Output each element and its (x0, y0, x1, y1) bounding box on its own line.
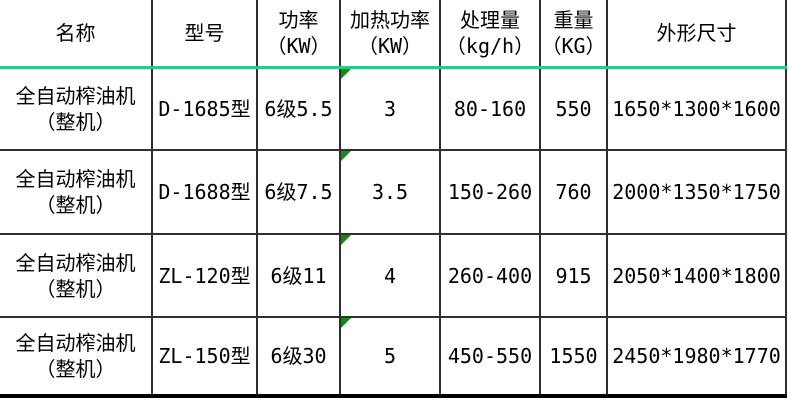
cell-model-text: D-1685型 (158, 97, 251, 121)
cell-heating-power-text: 4 (383, 263, 397, 288)
cell-error-indicator-triangle-icon (341, 235, 351, 245)
cell-name: 全自动榨油机 （整机） (0, 318, 153, 394)
cell-capacity-text: 80-160 (453, 97, 527, 121)
cell-weight: 1550 (541, 318, 608, 394)
column-header-name-label: 名称 (55, 21, 96, 45)
cell-weight: 915 (541, 235, 608, 316)
cell-capacity: 450-550 (441, 318, 541, 394)
cell-capacity-text: 450-550 (447, 344, 533, 368)
cell-dimensions: 2450*1980*1770 (608, 318, 787, 394)
table-row: 全自动榨油机 （整机） D-1688型 6级7.5 3.5 150-260 76… (0, 151, 787, 235)
table-header-row: 名称 型号 功率 （KW） 加热功率 （KW） 处理量 （kg/h） 重量 （K… (0, 0, 787, 69)
cell-dimensions-text: 2000*1350*1750 (612, 180, 781, 204)
cell-power-text: 6级30 (270, 344, 327, 368)
cell-heating-power: 4 (341, 235, 441, 316)
column-header-capacity-label: 处理量 （kg/h） (445, 8, 535, 58)
cell-model: D-1688型 (153, 151, 258, 233)
cell-model-text: ZL-120型 (158, 263, 251, 288)
column-header-dimensions-label: 外形尺寸 (656, 21, 737, 45)
cell-model: ZL-120型 (153, 235, 258, 316)
cell-name-text: 全自动榨油机 （整机） (15, 167, 136, 217)
cell-weight-text: 760 (555, 180, 592, 204)
cell-error-indicator-triangle-icon (341, 151, 351, 161)
cell-heating-power: 3.5 (341, 151, 441, 233)
column-header-power-label: 功率 （KW） (266, 8, 331, 58)
cell-dimensions: 2000*1350*1750 (608, 151, 787, 233)
column-header-weight-label: 重量 （KG） (541, 8, 606, 58)
column-header-dimensions: 外形尺寸 (608, 0, 787, 66)
column-header-heating-power: 加热功率 （KW） (341, 0, 441, 66)
cell-error-indicator-triangle-icon (341, 318, 351, 328)
cell-power: 6级30 (258, 318, 341, 394)
table-row: 全自动榨油机 （整机） ZL-120型 6级11 4 260-400 915 2… (0, 235, 787, 318)
column-header-model-label: 型号 (184, 21, 225, 45)
cell-name: 全自动榨油机 （整机） (0, 69, 153, 149)
cell-model: ZL-150型 (153, 318, 258, 394)
cell-dimensions-text: 2050*1400*1800 (612, 263, 781, 288)
column-header-power: 功率 （KW） (258, 0, 341, 66)
cell-weight: 760 (541, 151, 608, 233)
cell-power-text: 6级5.5 (264, 97, 333, 121)
cell-name: 全自动榨油机 （整机） (0, 235, 153, 316)
cell-error-indicator-triangle-icon (341, 69, 351, 79)
cell-name-text: 全自动榨油机 （整机） (15, 331, 136, 381)
column-header-weight: 重量 （KG） (541, 0, 608, 66)
cell-capacity: 80-160 (441, 69, 541, 149)
table-row: 全自动榨油机 （整机） ZL-150型 6级30 5 450-550 1550 … (0, 318, 787, 398)
cell-dimensions-text: 2450*1980*1770 (612, 344, 781, 368)
cell-power: 6级11 (258, 235, 341, 316)
cell-weight-text: 1550 (549, 344, 598, 368)
cell-power-text: 6级11 (270, 263, 327, 288)
cell-capacity: 260-400 (441, 235, 541, 316)
cell-capacity-text: 260-400 (447, 263, 533, 288)
cell-capacity: 150-260 (441, 151, 541, 233)
cell-dimensions-text: 1650*1300*1600 (612, 97, 781, 121)
column-header-name: 名称 (0, 0, 153, 66)
cell-capacity-text: 150-260 (447, 180, 533, 204)
column-header-model: 型号 (153, 0, 258, 66)
cell-heating-power: 3 (341, 69, 441, 149)
cell-weight: 550 (541, 69, 608, 149)
table-row: 全自动榨油机 （整机） D-1685型 6级5.5 3 80-160 550 1… (0, 69, 787, 151)
cell-power: 6级5.5 (258, 69, 341, 149)
cell-power: 6级7.5 (258, 151, 341, 233)
cell-heating-power-text: 3 (383, 97, 397, 121)
cell-name: 全自动榨油机 （整机） (0, 151, 153, 233)
column-header-heating-power-label: 加热功率 （KW） (350, 8, 430, 58)
cell-dimensions: 1650*1300*1600 (608, 69, 787, 149)
cell-weight-text: 550 (555, 97, 592, 121)
cell-weight-text: 915 (555, 263, 592, 288)
cell-model-text: ZL-150型 (158, 344, 251, 368)
cell-name-text: 全自动榨油机 （整机） (15, 84, 136, 134)
cell-power-text: 6级7.5 (264, 180, 333, 204)
cell-heating-power: 5 (341, 318, 441, 394)
cell-heating-power-text: 3.5 (371, 180, 409, 204)
cell-model: D-1685型 (153, 69, 258, 149)
cell-dimensions: 2050*1400*1800 (608, 235, 787, 316)
cell-model-text: D-1688型 (158, 180, 251, 204)
cell-name-text: 全自动榨油机 （整机） (15, 250, 136, 301)
cell-heating-power-text: 5 (383, 344, 397, 368)
column-header-capacity: 处理量 （kg/h） (441, 0, 541, 66)
